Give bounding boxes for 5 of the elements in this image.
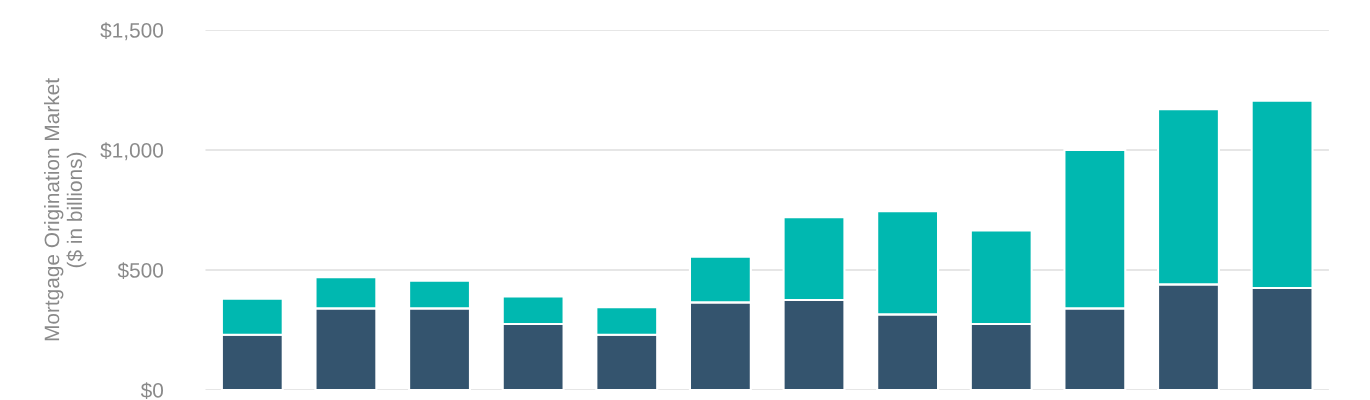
- y-tick-label: $500: [117, 262, 164, 279]
- y-tick-label: $1,500: [100, 22, 164, 41]
- y-tick-label: $1,000: [100, 142, 164, 161]
- y-axis-title: Mortgage Origination Market ($ in billions): [43, 78, 87, 341]
- y-tick-label: $0: [140, 382, 164, 399]
